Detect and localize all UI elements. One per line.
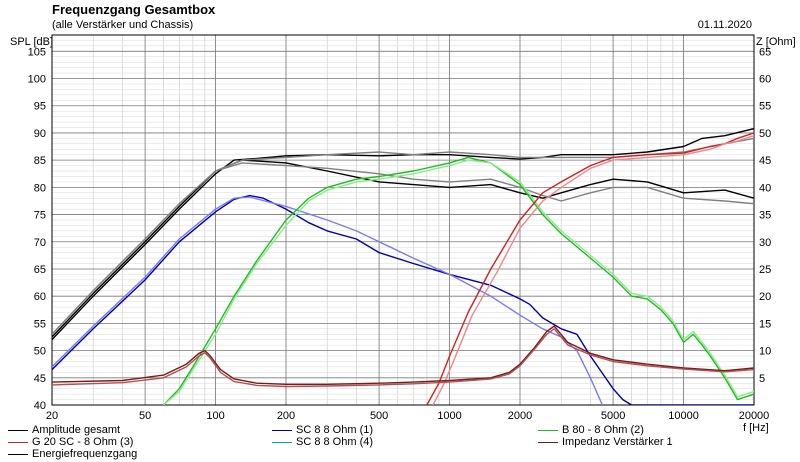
y2-tick-label: 55 (759, 101, 771, 113)
x-tick-label: 1000 (437, 410, 461, 422)
y2-tick-label: 40 (759, 182, 771, 194)
legend-swatch (538, 429, 558, 431)
series-line (52, 325, 754, 385)
y2-tick-label: 45 (759, 155, 771, 167)
y2-tick-label: 25 (759, 264, 771, 276)
legend-swatch (272, 429, 292, 431)
x-tick-label: 5000 (601, 410, 625, 422)
y-tick-label: 85 (34, 155, 46, 167)
legend-label: Amplitude gesamt (32, 424, 121, 436)
y2-tick-label: 60 (759, 74, 771, 86)
y-tick-label: 70 (34, 237, 46, 249)
y2-tick-label: 50 (759, 128, 771, 140)
series-line (52, 196, 604, 405)
legend-label: G 20 SC - 8 Ohm (3) (32, 436, 134, 448)
x-tick-label: 2000 (508, 410, 532, 422)
x-tick-label: 100 (206, 410, 224, 422)
y2-tick-label: 15 (759, 318, 771, 330)
chart-subtitle: (alle Verstärker und Chassis) (52, 19, 194, 31)
series-line (163, 156, 754, 405)
y2-axis-label: Z [Ohm] (756, 36, 796, 48)
x-tick-label: 20000 (739, 410, 770, 422)
x-tick-label: 10000 (668, 410, 699, 422)
y-tick-label: 60 (34, 291, 46, 303)
y2-tick-label: 65 (759, 46, 771, 58)
chart-date: 01.11.2020 (697, 19, 752, 31)
legend-swatch (8, 429, 28, 431)
y-tick-label: 55 (34, 318, 46, 330)
y-tick-label: 40 (34, 400, 46, 412)
y2-tick-label: 20 (759, 291, 771, 303)
legend-swatch (272, 441, 292, 443)
chart-title: Frequenzgang Gesamtbox (52, 2, 216, 17)
x-tick-label: 20 (46, 410, 58, 422)
y-tick-label: 105 (28, 46, 46, 58)
legend-label: B 80 - 8 Ohm (2) (562, 424, 644, 436)
y2-tick-label: 35 (759, 210, 771, 222)
legend-item: Amplitude gesamt (8, 424, 120, 436)
x-tick-label: 50 (139, 410, 151, 422)
legend-label: Energiefrequenzgang (32, 448, 138, 460)
legend-swatch (538, 441, 558, 443)
legend-item: SC 8 8 Ohm (1) (272, 424, 373, 436)
y2-tick-label: 5 (759, 373, 765, 385)
x-tick-label: 500 (370, 410, 388, 422)
legend-label: Impedanz Verstärker 1 (562, 436, 673, 448)
series-line (163, 159, 754, 405)
y2-tick-label: 30 (759, 237, 771, 249)
y-tick-label: 50 (34, 346, 46, 358)
legend-label: SC 8 8 Ohm (4) (296, 436, 374, 448)
series-group (52, 127, 754, 405)
series-line (432, 135, 754, 405)
y-tick-label: 90 (34, 128, 46, 140)
legend-item: Energiefrequenzgang (8, 448, 137, 460)
series-line (52, 127, 754, 341)
legend-swatch (8, 441, 28, 443)
y-tick-label: 80 (34, 182, 46, 194)
y-tick-label: 95 (34, 101, 46, 113)
series-line (426, 132, 754, 405)
y-tick-label: 100 (28, 74, 46, 86)
plot-frame (51, 34, 755, 406)
legend-item: SC 8 8 Ohm (4) (272, 436, 373, 448)
y-tick-label: 75 (34, 210, 46, 222)
legend-item: G 20 SC - 8 Ohm (3) (8, 436, 133, 448)
y-axis-label: SPL [dB] (10, 36, 53, 48)
x-tick-label: 200 (277, 410, 295, 422)
series-line (52, 159, 754, 338)
legend-item: Impedanz Verstärker 1 (538, 436, 673, 448)
x-axis-label: f [Hz] (743, 422, 769, 434)
series-line (52, 328, 754, 388)
legend-swatch (8, 453, 28, 455)
y-tick-label: 65 (34, 264, 46, 276)
legend-label: SC 8 8 Ohm (1) (296, 424, 374, 436)
y-tick-label: 45 (34, 373, 46, 385)
legend-item: B 80 - 8 Ohm (2) (538, 424, 644, 436)
y2-tick-label: 10 (759, 346, 771, 358)
